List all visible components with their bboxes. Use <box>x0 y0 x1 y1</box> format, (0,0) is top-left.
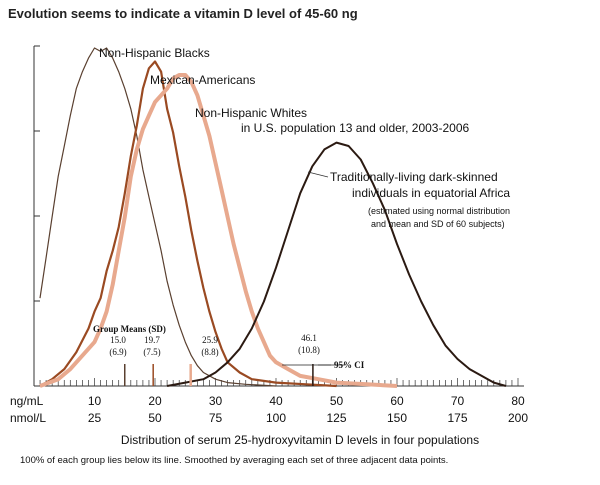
series-line-2 <box>39 73 398 388</box>
series-line-0 <box>39 47 277 387</box>
x-tick-label-ng: 30 <box>209 394 223 408</box>
mean-label: 19.7 <box>144 335 160 345</box>
group-means: 15.0 (6.9) 19.7 (7.5) 25.9 (8.8) 46.1 (10.8) <box>109 333 346 386</box>
label-non-hispanic-blacks: Non-Hispanic Blacks <box>99 46 210 60</box>
y-ticks <box>34 45 40 302</box>
x-tick-label-nmol: 125 <box>326 411 346 425</box>
x-tick-label-nmol: 175 <box>447 411 467 425</box>
x-tick-label-nmol: 75 <box>209 411 223 425</box>
x-tick-label-ng: 80 <box>511 394 525 408</box>
label-africa-line1: Traditionally-living dark-skinned <box>330 170 498 184</box>
africa-leader-line <box>307 171 329 178</box>
mean-sd-label: (8.8) <box>201 347 218 357</box>
mean-label: 15.0 <box>110 335 126 345</box>
x-tick-label-nmol: 50 <box>148 411 162 425</box>
mean-label: 25.9 <box>202 335 218 345</box>
label-mexican-americans: Mexican-Americans <box>150 73 255 87</box>
x-tick-label-ng: 40 <box>269 394 283 408</box>
x-axis-title: Distribution of serum 25-hydroxyvitamin … <box>121 433 479 447</box>
x-unit-secondary: nmol/L <box>10 411 46 425</box>
x-tick-label-nmol: 25 <box>88 411 102 425</box>
label-non-hispanic-whites-sub: in U.S. population 13 and older, 2003-20… <box>241 121 470 135</box>
label-africa-line2: individuals in equatorial Africa <box>352 186 510 200</box>
x-tick-label-ng: 70 <box>451 394 465 408</box>
x-tick-label-ng: 50 <box>330 394 344 408</box>
mean-sd-label: (6.9) <box>109 347 126 357</box>
label-non-hispanic-whites: Non-Hispanic Whites <box>195 106 307 120</box>
page-title: Evolution seems to indicate a vitamin D … <box>8 6 358 21</box>
x-unit-primary: ng/mL <box>10 394 44 408</box>
label-africa-note1: (estimated using normal distribution <box>368 206 510 216</box>
x-tick-label-ng: 10 <box>88 394 102 408</box>
x-tick-label-nmol: 150 <box>387 411 407 425</box>
ci-label: 95% CI <box>334 360 365 370</box>
footnote: 100% of each group lies below its line. … <box>20 455 448 466</box>
mean-label: 46.1 <box>301 333 317 343</box>
series-line-1 <box>39 60 337 388</box>
series-line-3 <box>166 141 507 387</box>
mean-sd-label: (10.8) <box>298 345 320 355</box>
series-lines <box>39 47 507 388</box>
mean-sd-label: (7.5) <box>143 347 160 357</box>
label-africa-note2: and mean and SD of 60 subjects) <box>371 219 505 229</box>
x-tick-label-nmol: 200 <box>508 411 528 425</box>
group-means-title: Group Means (SD) <box>93 324 166 334</box>
x-tick-label-nmol: 100 <box>266 411 286 425</box>
x-tick-label-ng: 20 <box>148 394 162 408</box>
x-tick-labels: 10 20 30 40 50 60 70 80 25 50 75 100 125 150 175 200 <box>88 394 529 425</box>
x-tick-label-ng: 60 <box>390 394 404 408</box>
